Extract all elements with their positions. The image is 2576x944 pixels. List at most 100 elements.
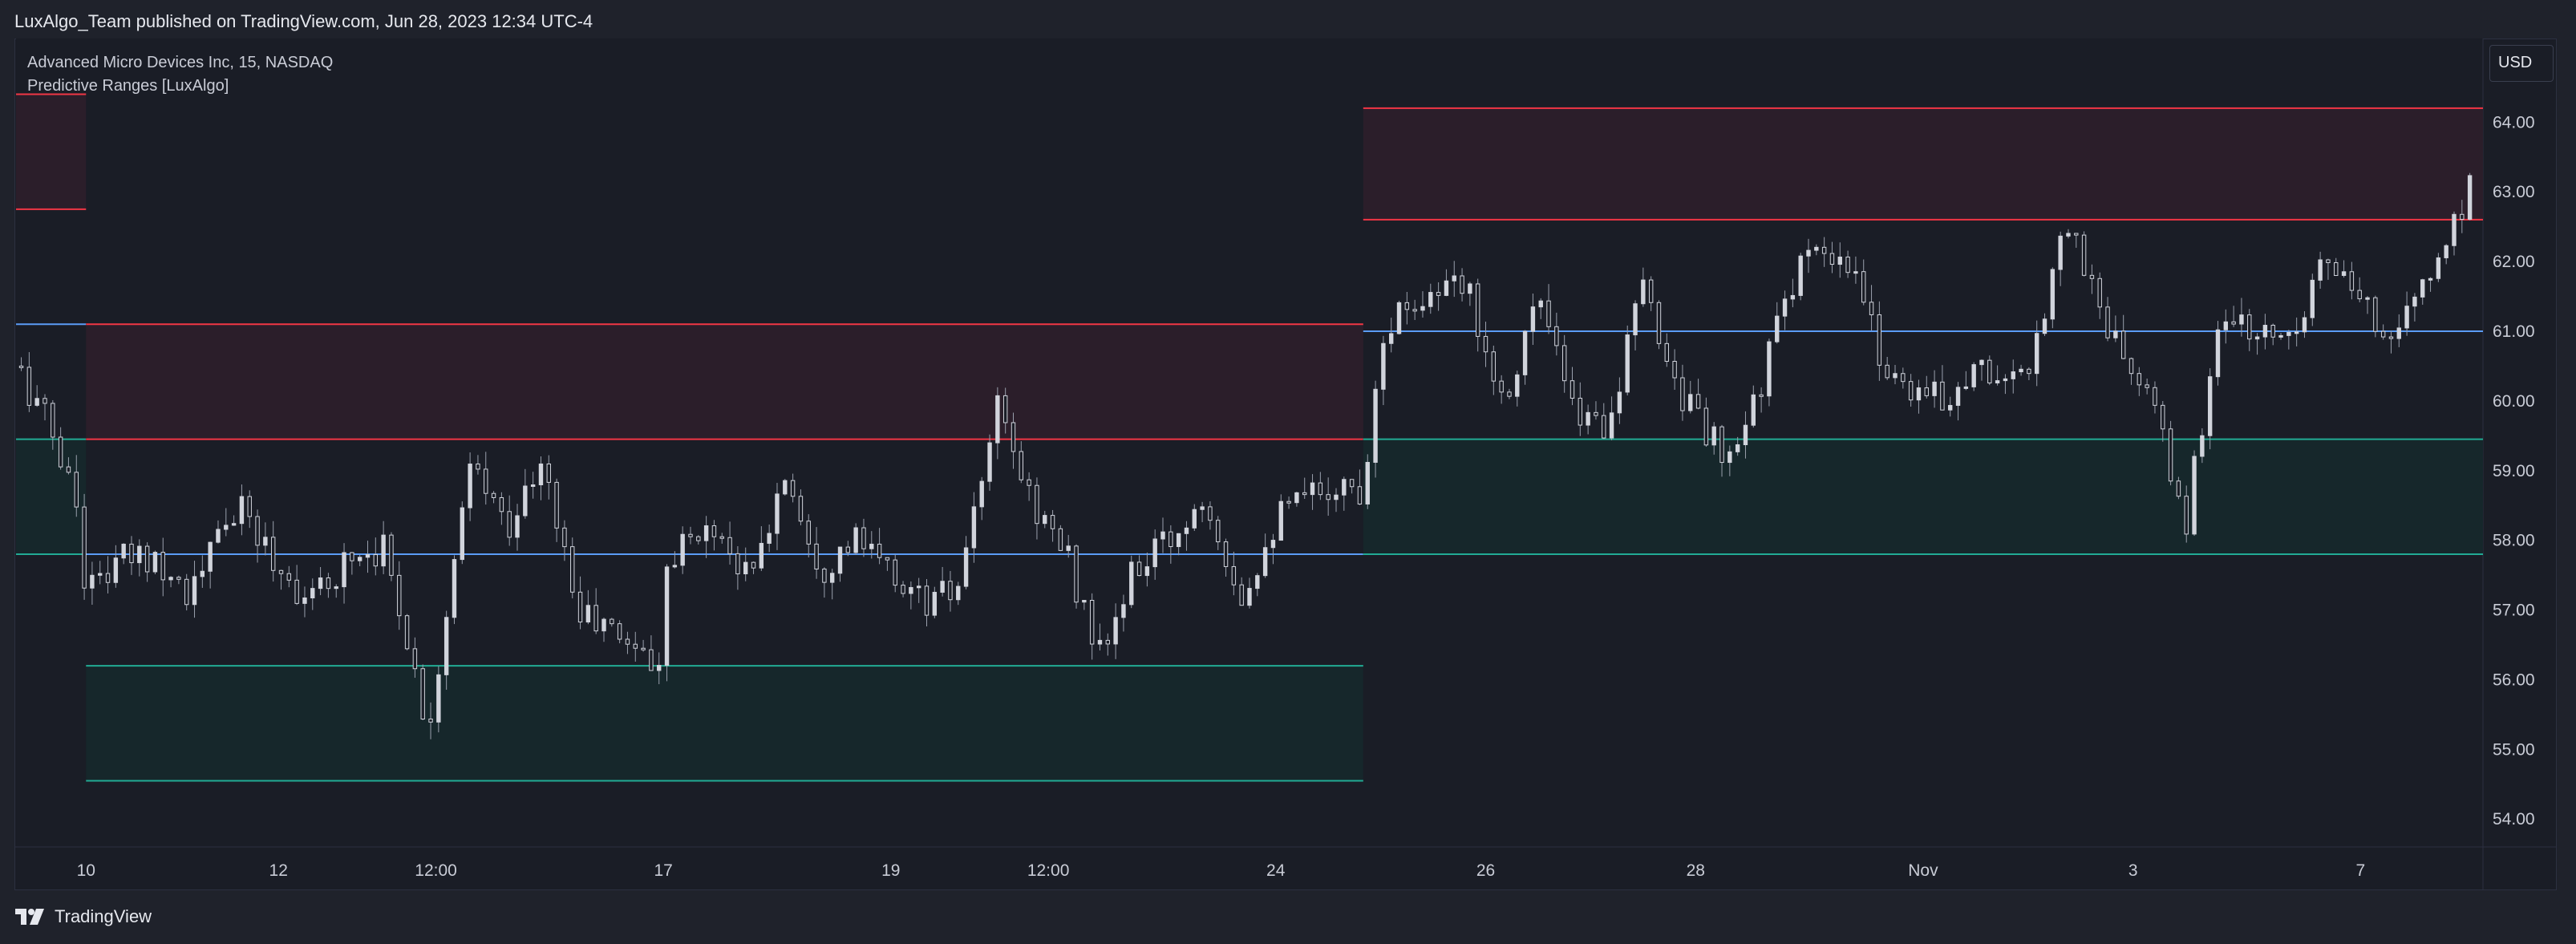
candle-body <box>1050 515 1055 529</box>
candle-body <box>1940 381 1945 411</box>
time-tick-label: 3 <box>2128 861 2138 880</box>
candle-body <box>664 566 670 666</box>
candle-body <box>2215 329 2221 378</box>
candle-body <box>979 480 984 508</box>
candle-body <box>2003 378 2008 382</box>
candle-body <box>1043 515 1047 525</box>
candle-body <box>1357 486 1363 504</box>
candle-body <box>1561 345 1567 382</box>
candle-body <box>971 506 977 549</box>
price-tick-label: 62.00 <box>2493 253 2535 271</box>
indicator-legend-line[interactable]: Predictive Ranges [LuxAlgo] <box>27 77 229 95</box>
candle-body <box>2420 279 2425 298</box>
candle-body <box>688 533 693 537</box>
candle-body <box>1515 374 1520 397</box>
candle-body <box>2326 259 2331 263</box>
candlestick-series <box>18 172 2473 739</box>
candle-body <box>1058 528 1063 551</box>
candle-body <box>1129 561 1134 606</box>
candle-body <box>775 493 780 534</box>
candle-body <box>2302 317 2307 333</box>
candle-body <box>137 545 142 564</box>
candle-body <box>853 527 858 553</box>
tradingview-brand[interactable]: TradingView <box>14 906 152 927</box>
currency-button[interactable]: USD <box>2489 45 2554 82</box>
candle-body <box>397 574 402 617</box>
candle-body <box>845 546 851 553</box>
candle-body <box>90 574 95 589</box>
candle-body <box>2404 306 2409 329</box>
candle-body <box>1483 335 1488 353</box>
candle-body <box>444 617 449 675</box>
candle-body <box>436 674 441 723</box>
candle-body <box>1066 545 1071 551</box>
candle-body <box>1680 377 1685 411</box>
candle-body <box>1948 404 1953 411</box>
candle-body <box>2089 274 2095 279</box>
candle-body <box>1027 479 1031 486</box>
candle-body <box>34 398 39 406</box>
predictive-ranges-layer <box>16 93 2483 782</box>
candle-body <box>1507 391 1512 397</box>
candle-body <box>515 515 520 538</box>
candle-body <box>2128 358 2134 375</box>
candle-body <box>2137 373 2142 386</box>
candle-body <box>1286 500 1291 504</box>
candle-body <box>1901 373 1906 383</box>
candle-body <box>1035 484 1039 525</box>
candle-body <box>1389 333 1394 344</box>
candle-body <box>1192 508 1197 529</box>
candle-body <box>1790 294 1796 300</box>
candle-body <box>2027 368 2031 375</box>
candle-body <box>727 537 732 554</box>
candle-body <box>468 464 472 508</box>
candle-body <box>861 527 866 549</box>
candle-body <box>318 577 323 589</box>
candle-body <box>1381 342 1386 390</box>
candle-body <box>554 481 559 529</box>
candle-body <box>1602 415 1606 439</box>
candle-body <box>18 365 24 368</box>
candle-body <box>1152 538 1157 568</box>
candle-body <box>2388 336 2394 339</box>
candle-body <box>948 581 953 601</box>
price-tick-label: 57.00 <box>2493 602 2535 620</box>
candle-body <box>2239 314 2244 325</box>
candle-body <box>1664 342 1670 363</box>
candle-body <box>365 554 371 558</box>
candle-body <box>1955 387 1961 406</box>
candle-body <box>932 591 938 616</box>
candle-body <box>1160 531 1165 540</box>
candle-body <box>814 543 819 569</box>
symbol-legend-line[interactable]: Advanced Micro Devices Inc, 15, NASDAQ <box>27 54 334 71</box>
candle-body <box>412 648 418 670</box>
candle-body <box>1735 444 1740 452</box>
candle-body <box>1121 604 1126 618</box>
candle-body <box>546 463 551 483</box>
candle-body <box>1420 306 1425 311</box>
candle-body <box>562 527 567 548</box>
candle-body <box>625 638 630 645</box>
candle-body <box>1436 292 1441 296</box>
price-tick-label: 56.00 <box>2493 671 2535 689</box>
candle-body <box>822 568 827 583</box>
candle-body <box>1460 275 1464 294</box>
candle-body <box>66 466 71 473</box>
candle-body <box>113 557 119 583</box>
candle-body <box>2223 321 2229 330</box>
candle-body <box>1759 394 1764 397</box>
candle-body <box>1105 639 1110 645</box>
candle-body <box>672 565 678 568</box>
candle-body <box>428 719 433 723</box>
candle-body <box>893 559 897 586</box>
candle-body <box>2011 371 2015 379</box>
candle-body <box>1144 566 1150 577</box>
candle-body <box>98 573 103 576</box>
candle-body <box>743 561 748 574</box>
candle-body <box>1963 386 1969 389</box>
candle-body <box>452 559 457 618</box>
candle-body <box>484 468 488 494</box>
candle-body <box>657 665 662 671</box>
candle-body <box>152 552 158 573</box>
